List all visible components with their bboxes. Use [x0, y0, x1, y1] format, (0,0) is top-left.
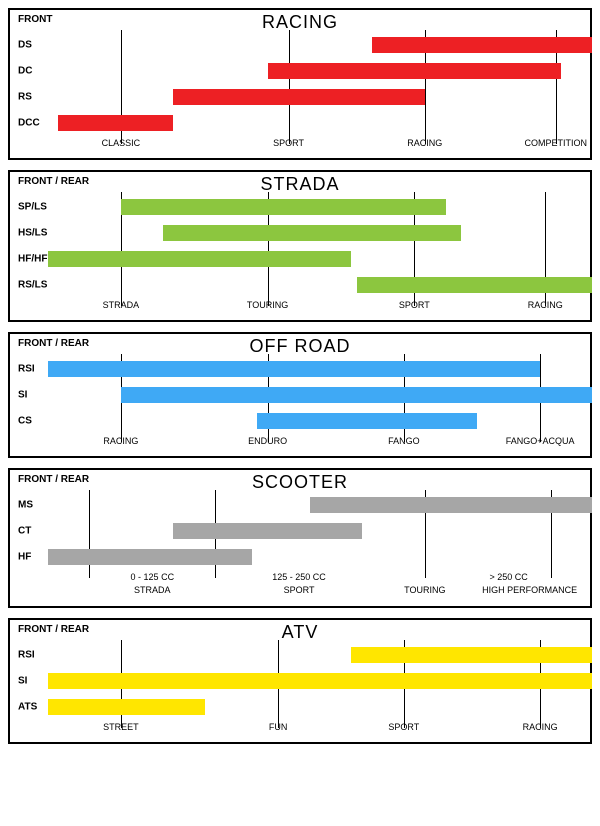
- axis-label: 125 - 250 CC: [272, 572, 326, 582]
- panel-title: SCOOTER: [10, 472, 590, 493]
- axis-labels: 0 - 125 CC 125 - 250 CC > 250 CC STRADA SPOR…: [58, 572, 582, 600]
- axis-label: FANGO: [388, 436, 420, 446]
- chart-row: SP/LS: [58, 196, 582, 218]
- axis-label: ENDURO: [248, 436, 287, 446]
- chart-row: HF: [58, 546, 582, 568]
- range-bar: [357, 277, 593, 293]
- range-bar: [257, 413, 477, 429]
- chart-row: CT: [58, 520, 582, 542]
- row-label: CS: [18, 416, 54, 427]
- row-label: DS: [18, 40, 54, 51]
- axis-label: CLASSIC: [102, 138, 141, 148]
- chart-row: SI: [58, 384, 582, 406]
- chart-row: HS/LS: [58, 222, 582, 244]
- range-bar: [173, 89, 425, 105]
- row-label: RS: [18, 92, 54, 103]
- range-bar: [163, 225, 462, 241]
- corner-label: FRONT / REAR: [18, 338, 89, 349]
- row-label: DCC: [18, 118, 54, 129]
- axis-label: SPORT: [399, 300, 430, 310]
- chart-row: ATS: [58, 696, 582, 718]
- axis-label: FUN: [269, 722, 288, 732]
- range-bar: [48, 251, 352, 267]
- row-label: CT: [18, 526, 54, 537]
- chart-area: RSI SI ATS STREET FUN SPORT RACING: [58, 644, 582, 736]
- panel-title: RACING: [10, 12, 590, 33]
- corner-label: FRONT: [18, 14, 52, 25]
- row-label: SP/LS: [18, 202, 54, 213]
- axis-label: SPORT: [388, 722, 419, 732]
- panel-racing: FRONTRACINGDSDCRSDCCCLASSICSPORTRACINGCO…: [8, 8, 592, 160]
- axis-label: TOURING: [247, 300, 288, 310]
- chart-row: RS: [58, 86, 582, 108]
- axis-labels: STREET FUN SPORT RACING: [58, 722, 582, 736]
- range-bar: [173, 523, 362, 539]
- range-bar: [121, 387, 593, 403]
- range-bar: [48, 549, 252, 565]
- axis-label: RACING: [407, 138, 442, 148]
- range-bar: [372, 37, 592, 53]
- corner-label: FRONT / REAR: [18, 176, 89, 187]
- axis-label: SPORT: [284, 585, 315, 595]
- chart-area: SP/LS HS/LS HF/HF RS/LS STRADA TOURING SPORT RA…: [58, 196, 582, 314]
- axis-label: RACING: [528, 300, 563, 310]
- chart-row: SI: [58, 670, 582, 692]
- row-label: DC: [18, 66, 54, 77]
- axis-labels: CLASSICSPORTRACINGCOMPETITION: [58, 138, 582, 152]
- chart-row: MS: [58, 494, 582, 516]
- chart-row: DCC: [58, 112, 582, 134]
- chart-row: CS: [58, 410, 582, 432]
- row-label: SI: [18, 390, 54, 401]
- row-label: MS: [18, 500, 54, 511]
- corner-label: FRONT / REAR: [18, 474, 89, 485]
- panel-title: STRADA: [10, 174, 590, 195]
- range-bar: [351, 647, 592, 663]
- range-bar: [48, 361, 541, 377]
- panel-offroad: FRONT / REAROFF ROADRSI SI CS RACING ENDURO F…: [8, 332, 592, 458]
- chart-row: RS/LS: [58, 274, 582, 296]
- corner-label: FRONT / REAR: [18, 624, 89, 635]
- range-bar: [121, 199, 446, 215]
- row-label: HS/LS: [18, 228, 54, 239]
- chart-row: RSI: [58, 644, 582, 666]
- axis-label: SPORT: [273, 138, 304, 148]
- panel-strada: FRONT / REARSTRADASP/LSHS/LSHF/HFRS/LSST…: [8, 170, 592, 322]
- chart-area: MS CT HF 0 - 125 CC 125 - 250 CC > 250 CC STRA…: [58, 494, 582, 600]
- axis-label: STRADA: [103, 300, 140, 310]
- range-bar: [268, 63, 561, 79]
- axis-label: STRADA: [134, 585, 171, 595]
- axis-label: COMPETITION: [525, 138, 588, 148]
- axis-labels: RACING ENDURO FANGO FANGO+ACQUA: [58, 436, 582, 450]
- axis-label: 0 - 125 CC: [131, 572, 175, 582]
- row-label: RS/LS: [18, 280, 54, 291]
- chart-row: HF/HF: [58, 248, 582, 270]
- axis-label: FANGO+ACQUA: [506, 436, 575, 446]
- panel-scooter: FRONT / REARSCOOTERMSCTHF0 - 125 CC125 -…: [8, 468, 592, 608]
- range-bar: [58, 115, 173, 131]
- range-bar: [310, 497, 593, 513]
- axis-label: RACING: [523, 722, 558, 732]
- axis-label: TOURING: [404, 585, 445, 595]
- axis-label: > 250 CC: [489, 572, 527, 582]
- axis-label: STREET: [103, 722, 139, 732]
- axis-label: HIGH PERFORMANCE: [482, 585, 577, 595]
- row-label: RSI: [18, 650, 54, 661]
- chart-row: DC: [58, 60, 582, 82]
- chart-area: RSI SI CS RACING ENDURO FANGO FANGO+ACQUA: [58, 358, 582, 450]
- chart-row: RSI: [58, 358, 582, 380]
- range-bar: [48, 673, 593, 689]
- axis-labels: STRADA TOURING SPORT RACING: [58, 300, 582, 314]
- panel-title: OFF ROAD: [10, 336, 590, 357]
- range-bar: [48, 699, 205, 715]
- chart-row: DS: [58, 34, 582, 56]
- chart-area: DSDCRSDCCCLASSICSPORTRACINGCOMPETITION: [58, 34, 582, 152]
- axis-label: RACING: [103, 436, 138, 446]
- panel-title: ATV: [10, 622, 590, 643]
- panel-atv: FRONT / REARATVRSISIATSSTREETFUNSPORTRAC…: [8, 618, 592, 744]
